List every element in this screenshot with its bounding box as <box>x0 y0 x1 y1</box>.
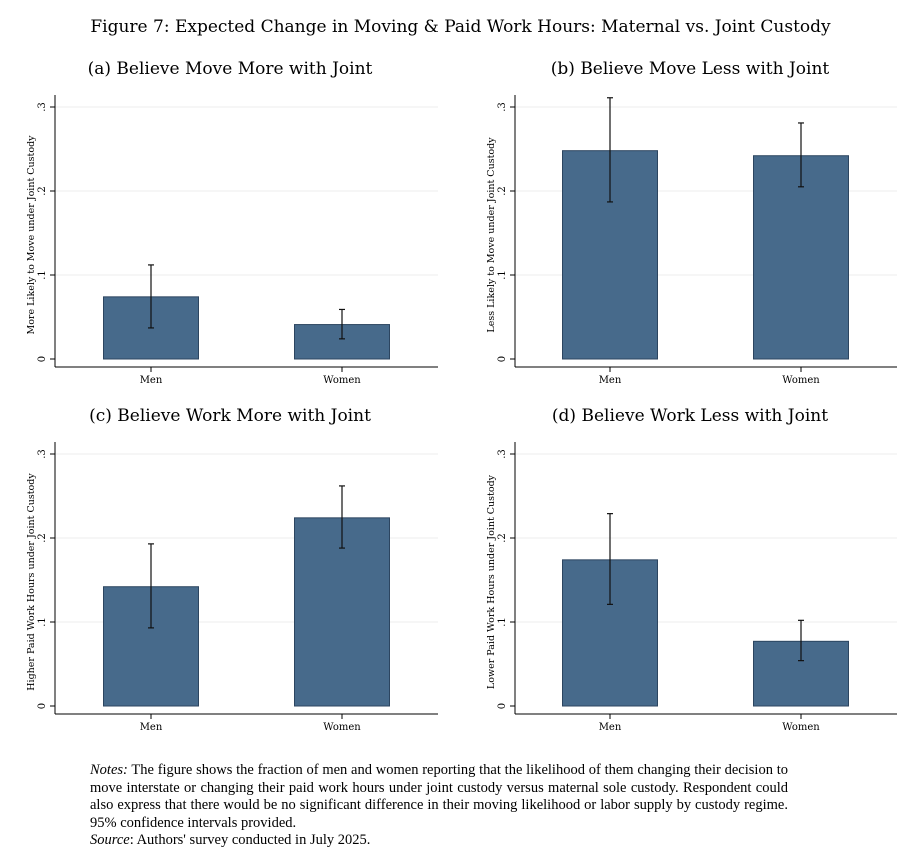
source-label: Source <box>90 832 130 848</box>
y-tick-label-b-3: .3 <box>497 102 508 112</box>
panel-a-title: (a) Believe Move More with Joint <box>87 59 373 79</box>
x-tick-label-d-women: Women <box>782 722 820 733</box>
y-tick-label-c-0: 0 <box>37 703 48 709</box>
x-tick-label-a-women: Women <box>323 375 361 386</box>
y-tick-label-c-2: .2 <box>37 533 48 543</box>
y-axis-title-d: Lower Paid Work Hours under Joint Custod… <box>486 474 497 689</box>
y-tick-label-a-2: .2 <box>37 186 48 196</box>
y-tick-label-b-0: 0 <box>497 356 508 362</box>
y-tick-label-c-1: .1 <box>37 617 48 627</box>
source-text: : Authors' survey conducted in July 2025… <box>129 832 371 848</box>
y-tick-label-b-2: .2 <box>497 186 508 196</box>
chart-panel-a: 0 .1 .2 .3 More Likely to Move under Joint C… <box>26 95 438 386</box>
panel-b-title: (b) Believe Move Less with Joint <box>550 59 830 79</box>
y-tick-label-d-2: .2 <box>497 533 508 543</box>
notes-text: The figure shows the fraction of men and… <box>90 762 788 831</box>
x-tick-label-c-women: Women <box>323 722 361 733</box>
chart-panel-d: 0 .1 .2 .3 Lower Paid Work Hours under Joint… <box>486 442 897 733</box>
y-axis-title-b: Less Likely to Move under Joint Custody <box>486 137 497 333</box>
notes-label: Notes: <box>90 762 128 778</box>
y-tick-label-d-0: 0 <box>497 703 508 709</box>
bar-c-women <box>294 517 390 707</box>
y-tick-label-b-1: .1 <box>497 270 508 280</box>
x-tick-label-b-women: Women <box>782 375 820 386</box>
panel-c-title: (c) Believe Work More with Joint <box>89 406 371 426</box>
y-tick-label-d-1: .1 <box>497 617 508 627</box>
x-tick-label-d-men: Men <box>599 722 622 733</box>
charts-canvas: 0 .1 .2 .3 More Likely to Move under Joint C… <box>26 95 897 733</box>
y-tick-label-a-1: .1 <box>37 270 48 280</box>
y-tick-label-a-3: .3 <box>37 102 48 112</box>
x-tick-label-a-men: Men <box>140 375 163 386</box>
y-tick-label-a-0: 0 <box>37 356 48 362</box>
bar-b-women <box>753 155 849 360</box>
y-axis-title-c: Higher Paid Work Hours under Joint Custo… <box>26 473 37 691</box>
panel-d-title: (d) Believe Work Less with Joint <box>551 406 829 426</box>
figure-title: Figure 7: Expected Change in Moving & Pa… <box>90 17 831 37</box>
x-tick-label-c-men: Men <box>140 722 163 733</box>
y-tick-label-d-3: .3 <box>497 449 508 459</box>
chart-panel-b: 0 .1 .2 .3 Less Likely to Move under Joint C… <box>486 95 897 386</box>
figure-notes: Notes: The figure shows the fraction of … <box>90 762 788 850</box>
chart-panel-c: 0 .1 .2 .3 Higher Paid Work Hours under Join… <box>26 442 438 733</box>
y-axis-title-a: More Likely to Move under Joint Custody <box>26 135 37 335</box>
y-tick-label-c-3: .3 <box>37 449 48 459</box>
x-tick-label-b-men: Men <box>599 375 622 386</box>
